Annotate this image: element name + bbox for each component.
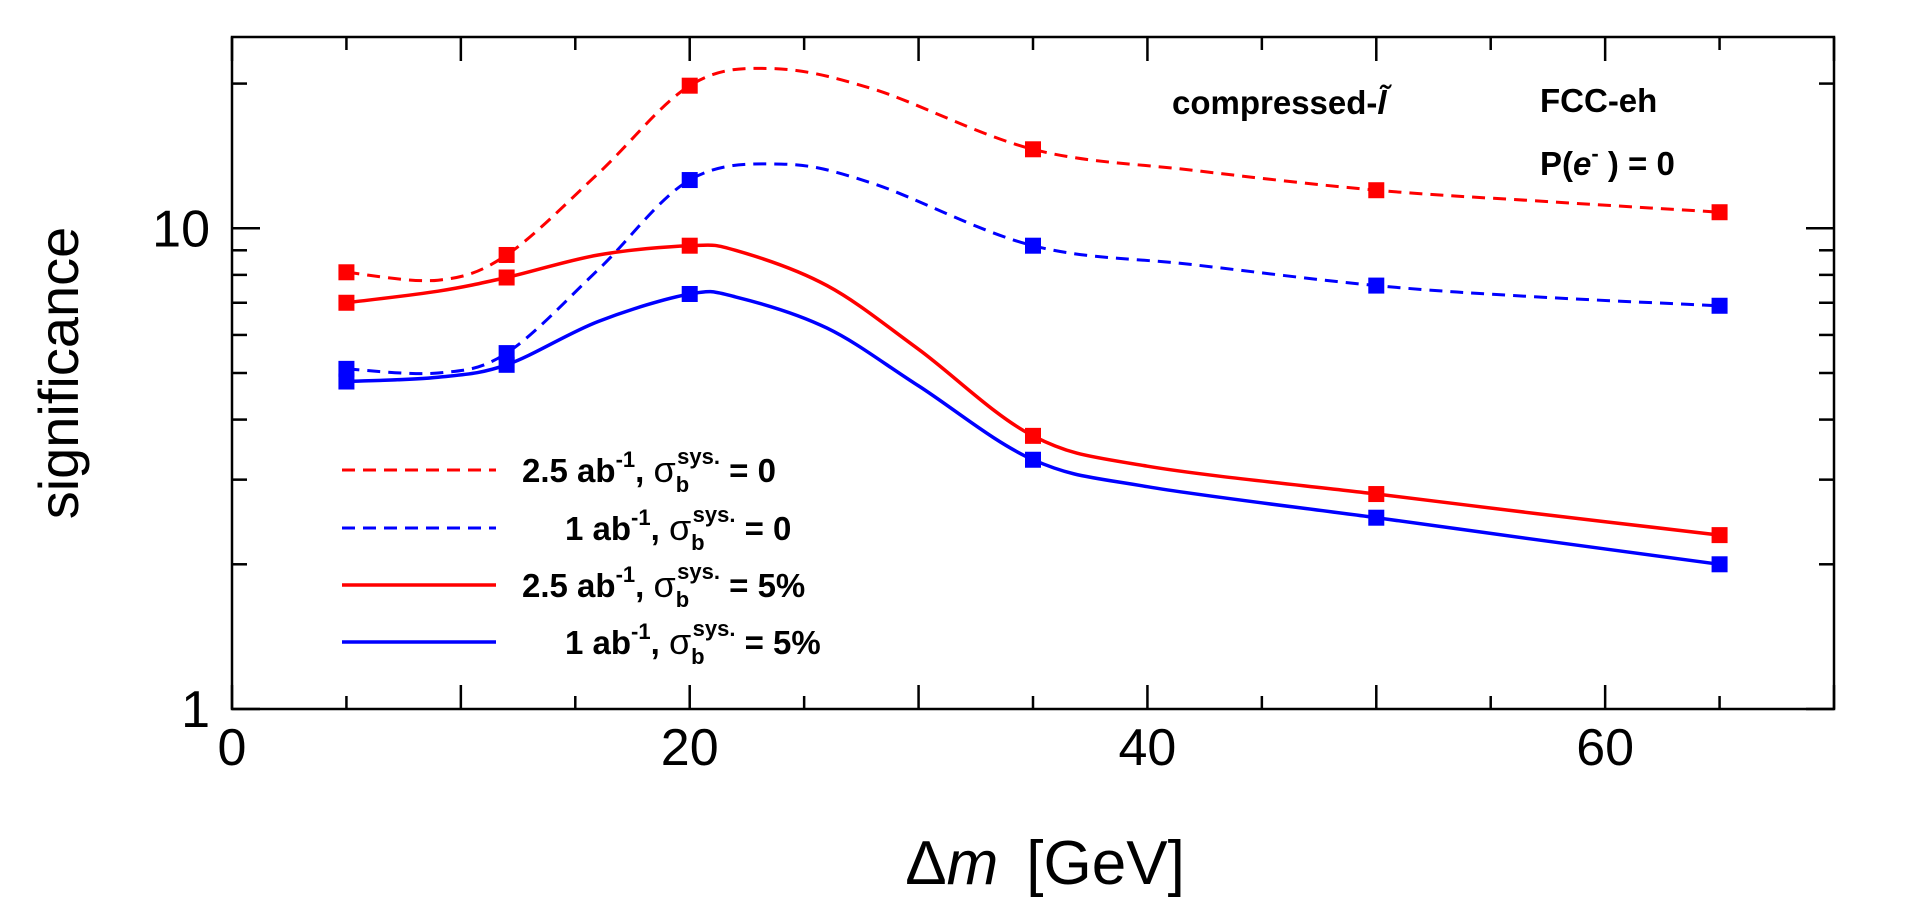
data-point bbox=[1711, 556, 1728, 573]
data-point bbox=[681, 172, 698, 189]
x-axis-label-unit: [GeV] bbox=[1026, 829, 1185, 898]
y-tick-label: 10 bbox=[152, 200, 210, 258]
axis-ticks: 0 20 40 60 1 10 bbox=[152, 37, 1836, 777]
legend-entry: 1 ab-1, σbsys. = 5% bbox=[342, 616, 821, 669]
legend-entry: 2.5 ab-1, σbsys. = 0 bbox=[342, 444, 776, 497]
series-layer bbox=[338, 66, 1728, 573]
annotation-polarization-prefix: P( bbox=[1540, 145, 1573, 182]
data-point bbox=[1368, 182, 1385, 199]
annotation-process-symbol: l̃ bbox=[1377, 83, 1392, 121]
annotation-process: compressed-l̃ bbox=[1172, 83, 1392, 121]
x-tick-label: 0 bbox=[218, 719, 247, 777]
series-line bbox=[346, 162, 1720, 376]
data-point bbox=[1711, 527, 1728, 544]
y-tick-label: 1 bbox=[181, 681, 210, 739]
data-point bbox=[1025, 141, 1041, 158]
x-axis-label: Δm [GeV] bbox=[905, 829, 1185, 898]
annotation-polarization-suffix: ) = 0 bbox=[1599, 145, 1675, 182]
legend-label: 1 ab-1, σbsys. = 0 bbox=[565, 502, 791, 555]
data-point bbox=[1711, 297, 1728, 314]
data-point bbox=[338, 264, 355, 281]
data-point bbox=[1368, 486, 1385, 503]
series-2 bbox=[338, 237, 1728, 544]
y-axis-label: significance bbox=[27, 227, 90, 520]
data-point bbox=[681, 77, 698, 94]
data-point bbox=[498, 269, 515, 286]
annotation-polarization: P(e- ) = 0 bbox=[1540, 141, 1675, 182]
legend-label: 1 ab-1, σbsys. = 5% bbox=[565, 616, 821, 669]
x-axis-label-symbol: Δ bbox=[905, 829, 946, 898]
legend-label: 2.5 ab-1, σbsys. = 0 bbox=[522, 444, 776, 497]
data-point bbox=[1368, 509, 1385, 526]
x-tick-label: 60 bbox=[1576, 719, 1634, 777]
annotation-polarization-var: e bbox=[1573, 145, 1591, 182]
series-3 bbox=[338, 285, 1728, 573]
series-1 bbox=[338, 162, 1728, 377]
annotation-process-prefix: compressed- bbox=[1172, 84, 1377, 121]
legend: 2.5 ab-1, σbsys. = 0 1 ab-1, σbsys. = 0 … bbox=[342, 444, 821, 669]
data-point bbox=[338, 373, 355, 390]
legend-entry: 2.5 ab-1, σbsys. = 5% bbox=[342, 559, 805, 612]
data-point bbox=[1025, 237, 1041, 254]
annotation-collider: FCC-eh bbox=[1540, 82, 1657, 119]
x-tick-label: 40 bbox=[1119, 719, 1177, 777]
data-point bbox=[1368, 277, 1385, 294]
annotation-polarization-sup: - bbox=[1591, 141, 1598, 166]
series-line bbox=[346, 289, 1720, 567]
series-line bbox=[346, 66, 1720, 283]
data-point bbox=[498, 356, 515, 373]
data-point bbox=[1025, 427, 1041, 444]
x-tick-label: 20 bbox=[661, 719, 719, 777]
data-point bbox=[498, 246, 515, 263]
legend-entry: 1 ab-1, σbsys. = 0 bbox=[342, 502, 791, 555]
data-point bbox=[681, 237, 698, 254]
legend-label: 2.5 ab-1, σbsys. = 5% bbox=[522, 559, 805, 612]
data-point bbox=[1711, 204, 1728, 221]
data-point bbox=[338, 294, 355, 311]
x-axis-label-var: m bbox=[947, 829, 999, 898]
data-point bbox=[1025, 451, 1041, 468]
series-0 bbox=[338, 66, 1728, 283]
data-point bbox=[338, 360, 355, 377]
series-line bbox=[346, 243, 1720, 537]
data-point bbox=[681, 285, 698, 302]
